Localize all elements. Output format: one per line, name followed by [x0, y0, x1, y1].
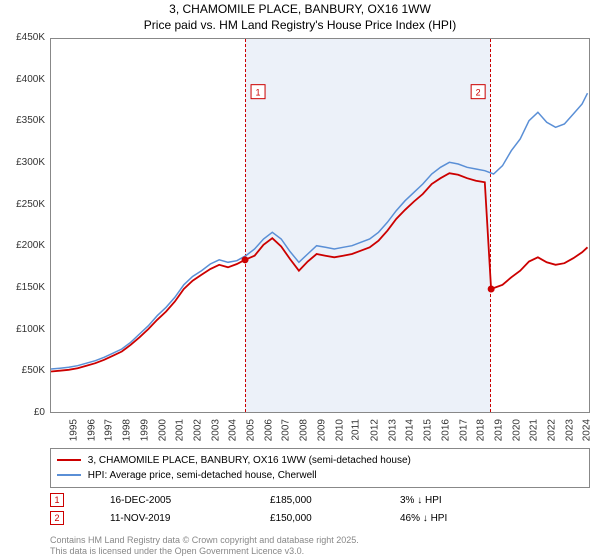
xtick-label: 1998 [121, 419, 132, 441]
xtick-label: 2013 [387, 419, 398, 441]
xtick-label: 2024 [582, 419, 593, 441]
xtick-label: 2001 [174, 419, 185, 441]
xtick-label: 2004 [228, 419, 239, 441]
xtick-label: 2020 [511, 419, 522, 441]
copyright-line1: Contains HM Land Registry data © Crown c… [50, 535, 359, 545]
chart-container: 3, CHAMOMILE PLACE, BANBURY, OX16 1WW Pr… [0, 0, 600, 560]
event-diff-1: 3% ↓ HPI [400, 492, 442, 510]
xtick-label: 2010 [334, 419, 345, 441]
svg-text:2: 2 [476, 88, 481, 98]
legend-swatch-1 [57, 459, 81, 461]
event-date-2: 11-NOV-2019 [110, 510, 270, 528]
legend-row-2: HPI: Average price, semi-detached house,… [57, 468, 583, 483]
xtick-label: 2009 [316, 419, 327, 441]
ytick-label: £300K [0, 157, 45, 168]
xtick-label: 2003 [210, 419, 221, 441]
legend-label-2: HPI: Average price, semi-detached house,… [88, 470, 317, 481]
title-line1: 3, CHAMOMILE PLACE, BANBURY, OX16 1WW [169, 2, 431, 16]
xtick-label: 2022 [546, 419, 557, 441]
event-price-1: £185,000 [270, 492, 400, 510]
xtick-label: 2016 [440, 419, 451, 441]
event-row-2: 2 11-NOV-2019 £150,000 46% ↓ HPI [50, 510, 447, 528]
xtick-label: 1996 [86, 419, 97, 441]
xtick-label: 1995 [68, 419, 79, 441]
legend-row-1: 3, CHAMOMILE PLACE, BANBURY, OX16 1WW (s… [57, 453, 583, 468]
legend-swatch-2 [57, 474, 81, 476]
ytick-label: £250K [0, 199, 45, 210]
event-table: 1 16-DEC-2005 £185,000 3% ↓ HPI 2 11-NOV… [50, 492, 447, 528]
xtick-label: 2023 [564, 419, 575, 441]
legend: 3, CHAMOMILE PLACE, BANBURY, OX16 1WW (s… [50, 448, 590, 488]
xtick-label: 2006 [263, 419, 274, 441]
xtick-label: 2002 [192, 419, 203, 441]
xtick-label: 2012 [369, 419, 380, 441]
event-row-1: 1 16-DEC-2005 £185,000 3% ↓ HPI [50, 492, 447, 510]
plot-area: 12 [50, 38, 590, 413]
xtick-label: 2011 [351, 419, 362, 441]
title-line2: Price paid vs. HM Land Registry's House … [144, 18, 456, 32]
event-price-2: £150,000 [270, 510, 400, 528]
xtick-label: 2014 [405, 419, 416, 441]
xtick-label: 2000 [157, 419, 168, 441]
chart-title: 3, CHAMOMILE PLACE, BANBURY, OX16 1WW Pr… [0, 0, 600, 33]
event-date-1: 16-DEC-2005 [110, 492, 270, 510]
copyright: Contains HM Land Registry data © Crown c… [50, 535, 359, 558]
ytick-label: £50K [0, 365, 45, 376]
xtick-label: 2021 [529, 419, 540, 441]
xtick-label: 2018 [475, 419, 486, 441]
xtick-label: 2015 [422, 419, 433, 441]
line-plot: 12 [51, 39, 591, 414]
event-num-1: 1 [50, 493, 64, 507]
event-diff-2: 46% ↓ HPI [400, 510, 447, 528]
svg-text:1: 1 [256, 88, 261, 98]
event-num-2: 2 [50, 511, 64, 525]
copyright-line2: This data is licensed under the Open Gov… [50, 546, 304, 556]
ytick-label: £0 [0, 407, 45, 418]
xtick-label: 2017 [458, 419, 469, 441]
xtick-label: 2019 [493, 419, 504, 441]
xtick-label: 2008 [298, 419, 309, 441]
ytick-label: £200K [0, 240, 45, 251]
ytick-label: £400K [0, 74, 45, 85]
ytick-label: £100K [0, 324, 45, 335]
ytick-label: £150K [0, 282, 45, 293]
ytick-label: £450K [0, 32, 45, 43]
legend-label-1: 3, CHAMOMILE PLACE, BANBURY, OX16 1WW (s… [88, 455, 411, 466]
xtick-label: 1997 [104, 419, 115, 441]
ytick-label: £350K [0, 115, 45, 126]
xtick-label: 1999 [139, 419, 150, 441]
xtick-label: 2005 [245, 419, 256, 441]
xtick-label: 2007 [281, 419, 292, 441]
